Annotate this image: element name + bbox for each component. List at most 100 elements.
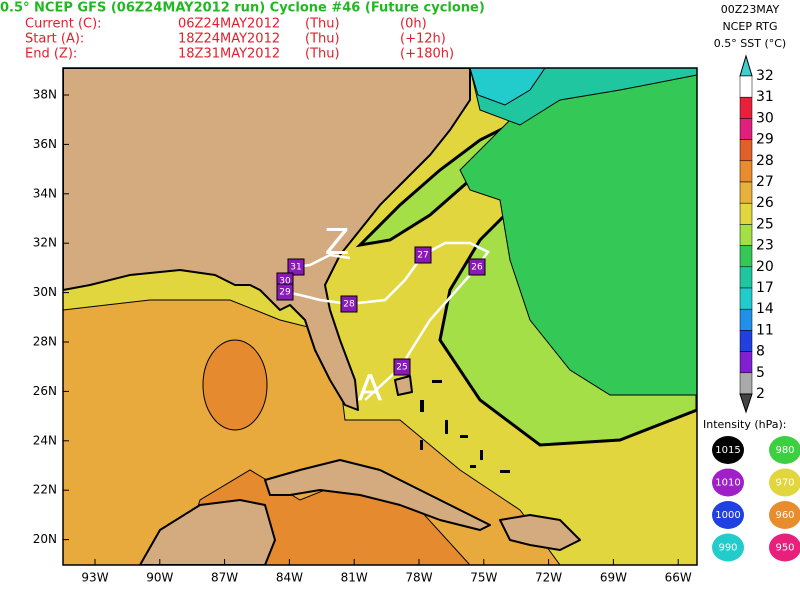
track-marker bbox=[468, 258, 486, 276]
lat-label: 34N bbox=[33, 186, 57, 200]
intensity-label: 950 bbox=[775, 543, 794, 554]
lon-label: 78W bbox=[405, 571, 432, 585]
intensity-label: 1000 bbox=[715, 510, 740, 521]
header-text: (0h) bbox=[400, 17, 427, 32]
track-marker-label: 26 bbox=[471, 263, 483, 273]
lat-label: 30N bbox=[33, 285, 57, 299]
colorbar-arrow bbox=[739, 54, 753, 77]
track-end: Z bbox=[325, 222, 350, 263]
colorbar-swatch bbox=[739, 118, 753, 140]
frame bbox=[62, 67, 698, 566]
sst-map bbox=[63, 68, 697, 565]
lon-label: 81W bbox=[341, 571, 368, 585]
colorbar-label: 29 bbox=[756, 132, 774, 148]
colorbar-label: 2 bbox=[756, 386, 765, 402]
intensity-title: Intensity (hPa): bbox=[703, 418, 787, 431]
colorbar-swatch bbox=[739, 224, 753, 246]
track-marker bbox=[414, 246, 432, 264]
colorbar-swatch bbox=[739, 75, 753, 98]
colorbar-label: 23 bbox=[756, 238, 774, 254]
colorbar-swatch bbox=[739, 372, 753, 395]
colorbar-label: 32 bbox=[756, 68, 774, 84]
track-marker-label: 30 bbox=[279, 277, 291, 287]
land-hispaniola bbox=[499, 514, 581, 551]
lon-label: 66W bbox=[665, 571, 692, 585]
track-marker-label: 29 bbox=[279, 288, 291, 298]
header-text: 06Z24MAY2012 bbox=[178, 17, 280, 32]
intensity-label: 1010 bbox=[715, 478, 740, 489]
lat-label: 32N bbox=[33, 236, 57, 250]
intensity-swatch bbox=[769, 468, 800, 497]
track-marker-label: 28 bbox=[343, 300, 355, 310]
lon-label: 72W bbox=[535, 571, 562, 585]
intensity-label: 1015 bbox=[715, 445, 740, 456]
header-text: (+12h) bbox=[400, 32, 446, 47]
colorbar-label: 20 bbox=[756, 259, 774, 275]
lat-label: 28N bbox=[33, 335, 57, 349]
track-start: A bbox=[358, 368, 383, 409]
source-text: 00Z23MAY bbox=[721, 3, 780, 16]
header-text: Current (C): bbox=[25, 17, 102, 32]
colorbar-swatch bbox=[739, 308, 753, 331]
colorbar-label: 26 bbox=[756, 195, 774, 211]
header-text: (+180h) bbox=[400, 47, 454, 62]
lon-label: 93W bbox=[81, 571, 108, 585]
lon-label: 75W bbox=[470, 571, 497, 585]
lat-label: 22N bbox=[33, 483, 57, 497]
sst-28 bbox=[202, 339, 268, 431]
lat-label: 24N bbox=[33, 433, 57, 447]
colorbar-swatch bbox=[739, 96, 753, 119]
colorbar-label: 11 bbox=[756, 322, 774, 338]
sst-17 bbox=[469, 68, 546, 106]
land-bahamas bbox=[394, 375, 413, 396]
track-marker-label: 27 bbox=[417, 251, 428, 261]
land-yucatan bbox=[139, 499, 276, 565]
colorbar-swatch bbox=[739, 245, 753, 268]
land-us bbox=[63, 68, 471, 411]
bahamas bbox=[420, 380, 510, 473]
intensity-swatch bbox=[712, 501, 744, 529]
colorbar-label: 25 bbox=[756, 216, 774, 232]
colorbar-label: 31 bbox=[756, 89, 774, 105]
colorbar-swatch bbox=[739, 202, 753, 225]
intensity-label: 990 bbox=[718, 543, 737, 554]
lon-label: 84W bbox=[276, 571, 303, 585]
source-text: NCEP RTG bbox=[722, 20, 777, 33]
lon-label: 69W bbox=[600, 571, 627, 585]
colorbar-swatch bbox=[739, 266, 753, 289]
header-text: (Thu) bbox=[305, 32, 340, 47]
colorbar-label: 5 bbox=[756, 365, 765, 381]
lat-label: 36N bbox=[33, 137, 57, 151]
lat-label: 20N bbox=[33, 532, 57, 546]
land-cuba bbox=[264, 459, 491, 531]
intensity-swatch bbox=[712, 533, 744, 562]
colorbar-label: 27 bbox=[756, 174, 774, 190]
track-marker bbox=[393, 358, 411, 376]
header-text: Start (A): bbox=[25, 32, 84, 47]
intensity-swatch bbox=[769, 436, 800, 464]
title: 0.5° NCEP GFS (06Z24MAY2012 run) Cyclone… bbox=[0, 1, 485, 16]
header-text: (Thu) bbox=[305, 47, 340, 62]
track-marker bbox=[276, 283, 294, 301]
track-marker bbox=[340, 295, 358, 313]
header-text: (Thu) bbox=[305, 17, 340, 32]
source-text: 0.5° SST (°C) bbox=[714, 37, 786, 50]
colorbar-label: 30 bbox=[756, 110, 774, 126]
colorbar-label: 14 bbox=[756, 301, 774, 317]
intensity-label: 980 bbox=[775, 445, 794, 456]
colorbar-swatch bbox=[739, 160, 753, 183]
track-marker bbox=[287, 258, 305, 276]
intensity-swatch bbox=[769, 501, 800, 529]
header-text: End (Z): bbox=[25, 47, 77, 62]
intensity-swatch bbox=[769, 533, 800, 562]
lon-label: 87W bbox=[211, 571, 238, 585]
colorbar-swatch bbox=[739, 181, 753, 204]
colorbar-arrow bbox=[739, 393, 753, 414]
intensity-swatch bbox=[712, 436, 744, 464]
lon-label: 90W bbox=[146, 571, 173, 585]
header-text: 18Z24MAY2012 bbox=[178, 32, 280, 47]
track-marker-label: 31 bbox=[290, 263, 301, 273]
header-text: 18Z31MAY2012 bbox=[178, 47, 280, 62]
colorbar-swatch bbox=[739, 139, 753, 162]
